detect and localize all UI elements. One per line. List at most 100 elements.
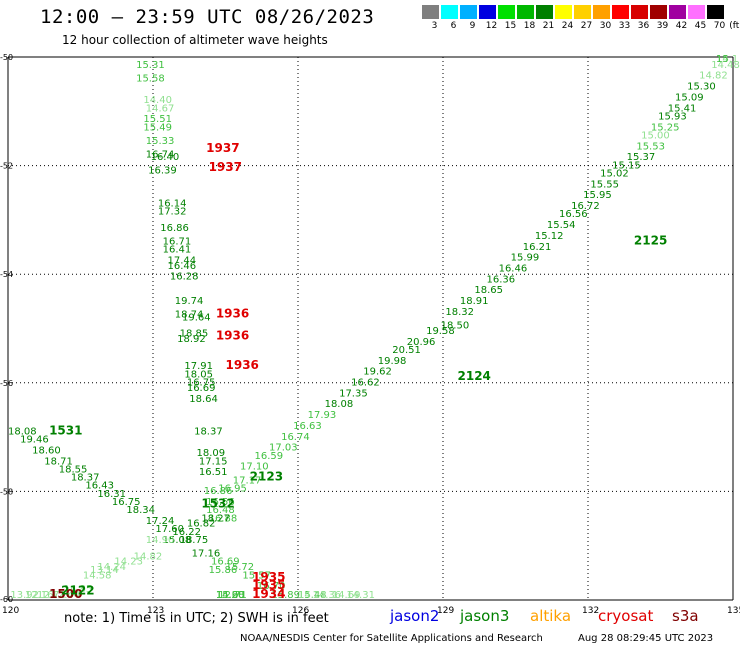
scale-label: 42 <box>675 21 688 31</box>
swh-value: 16.43 <box>85 481 114 492</box>
x-tick-label: 132 <box>582 606 599 616</box>
swh-value: 20.51 <box>392 345 421 356</box>
swh-value: 17.10 <box>240 462 269 473</box>
swh-value: 18.60 <box>32 445 61 456</box>
swh-value: 16.48 <box>206 505 235 516</box>
swh-value: 16.86 <box>160 223 189 234</box>
swh-value: 15.33 <box>146 136 175 147</box>
swh-value: 14.69 <box>332 590 361 601</box>
swh-value: 18.55 <box>59 464 88 475</box>
swh-value: 17.32 <box>158 206 187 217</box>
pass-time-label: 1935 <box>252 570 285 584</box>
swh-value: 17.93 <box>308 410 337 421</box>
swh-value: 18.50 <box>441 321 470 332</box>
swh-value: 15.25 <box>651 122 680 133</box>
swh-value: 19.46 <box>20 435 49 446</box>
swh-value: 14.31 <box>346 590 375 601</box>
swh-value: 14.67 <box>146 103 175 114</box>
y-tick-label: -56 <box>0 379 13 388</box>
swh-value: 15.93 <box>658 111 687 122</box>
swh-value: 15.00 <box>641 130 670 141</box>
pass-time-label: 2123 <box>250 470 283 484</box>
axis-tick-labels: 120 123 126 129 132 135 -50 -52 -54 -56 -58 -60 <box>0 53 740 616</box>
swh-value: 13.14 <box>90 565 119 576</box>
scale-label: 24 <box>561 21 574 31</box>
pass-time-label: 1936 <box>216 328 249 342</box>
swh-value: 18.65 <box>474 285 503 296</box>
scale-label: 18 <box>523 21 536 31</box>
map-grid <box>7 56 734 601</box>
swh-value: 18.74 <box>175 310 204 321</box>
swh-value: 15.58 <box>136 73 165 84</box>
scale-swatch <box>498 5 515 19</box>
swh-value: 18.37 <box>194 426 223 437</box>
swh-value: 17.44 <box>168 255 197 266</box>
x-tick-label: 135 <box>727 606 740 616</box>
swh-value: 12.71 <box>37 590 66 601</box>
footnote: note: 1) Time is in UTC; 2) SWH is in fe… <box>64 611 329 626</box>
swh-value: 16.71 <box>163 236 192 247</box>
swh-value: 14.58 <box>83 570 112 581</box>
swh-value: 14.90 <box>146 535 175 546</box>
scale-label: 6 <box>450 21 457 31</box>
legend-altika: altika <box>530 607 572 625</box>
swh-value: 15.53 <box>636 141 665 152</box>
swh-value: 15 <box>716 54 729 65</box>
swh-value: 17.35 <box>339 388 368 399</box>
scale-unit: (ft) <box>729 21 740 31</box>
scale-label: 39 <box>656 21 669 31</box>
swh-value: 14.23 <box>298 590 327 601</box>
scale-swatch <box>707 5 724 19</box>
x-tick-label: 126 <box>292 606 309 616</box>
swh-value: 15.02 <box>600 168 629 179</box>
y-tick-label: -52 <box>0 162 13 171</box>
swh-value: 16.69 <box>211 557 240 568</box>
scale-label: 36 <box>637 21 650 31</box>
scale-label: 33 <box>618 21 631 31</box>
pass-time-label: 1531 <box>49 423 82 437</box>
scale-swatch <box>688 5 705 19</box>
pass-time-label: 2125 <box>634 233 667 247</box>
scale-label: 21 <box>542 21 555 31</box>
swh-value: 18.34 <box>126 505 155 516</box>
legend-s3a: s3a <box>672 607 699 625</box>
swh-value: 16.69 <box>187 383 216 394</box>
swh-value: 18.08 <box>8 426 37 437</box>
scale-swatch <box>536 5 553 19</box>
scale-label: 12 <box>485 21 498 31</box>
swh-value: 16.59 <box>255 451 284 462</box>
swh-value: 16.70 <box>257 581 286 592</box>
swh-value: 17.15 <box>199 456 228 467</box>
swh-value: 18.92 <box>177 334 206 345</box>
swh-value: 15.89 <box>271 590 300 601</box>
credit-line: NOAA/NESDIS Center for Satellite Applica… <box>240 633 543 644</box>
swh-value: 14.1 <box>716 54 738 65</box>
swh-value: 18.75 <box>180 535 209 546</box>
scale-label: 30 <box>599 21 612 31</box>
swh-value: 16.36 <box>487 274 516 285</box>
swh-value: 16.88 <box>209 513 238 524</box>
y-tick-label: -58 <box>0 487 13 496</box>
swh-value: 17.91 <box>184 361 213 372</box>
pass-time-label: 1532 <box>201 497 234 511</box>
swh-value: 17.03 <box>269 443 298 454</box>
pass-time-label: 2124 <box>458 369 491 383</box>
swh-value: 15.08 <box>163 535 192 546</box>
pass-time-label: 1936 <box>216 307 249 321</box>
swh-value: 16.46 <box>499 263 528 274</box>
scale-swatch <box>422 5 439 19</box>
swh-value: 15.99 <box>511 253 540 264</box>
swh-value: 15.95 <box>583 190 612 201</box>
legend-jason3: jason3 <box>460 607 510 625</box>
swh-value: 15.12 <box>535 231 564 242</box>
page-subtitle: 12 hour collection of altimeter wave hei… <box>62 33 328 47</box>
swh-value: 14.23 <box>114 557 143 568</box>
swh-value: 16.75 <box>112 497 141 508</box>
pass-time-labels: 1937193719361936193619351935193415001531… <box>49 141 667 601</box>
scale-swatch <box>574 5 591 19</box>
y-tick-label: -50 <box>0 53 13 62</box>
swh-value: 15.37 <box>627 152 656 163</box>
pass-time-label: 1500 <box>49 587 82 601</box>
swh-value: 19.58 <box>426 326 455 337</box>
